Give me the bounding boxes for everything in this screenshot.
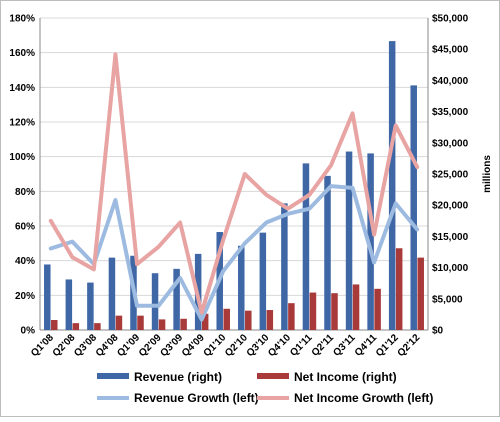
right-tick-label: $5,000 <box>432 294 463 305</box>
grid <box>40 17 428 331</box>
bar-net-income <box>352 284 360 330</box>
bar-net-income <box>245 310 252 330</box>
bar-revenue <box>388 41 396 330</box>
right-tick-label: $30,000 <box>432 138 469 149</box>
right-tick-label: $10,000 <box>432 263 469 274</box>
bar-revenue <box>65 279 73 330</box>
bar-revenue <box>259 232 267 330</box>
lines <box>48 52 420 322</box>
right-tick-label: $35,000 <box>432 107 469 118</box>
left-tick-label: 80% <box>15 187 35 198</box>
left-tick-label: 40% <box>15 256 35 267</box>
bar-revenue <box>302 163 310 330</box>
bar-net-income <box>417 257 424 330</box>
right-tick-label: $0 <box>432 326 444 337</box>
legend-label: Revenue Growth (left) <box>134 391 259 405</box>
legend-label: Net Income (right) <box>294 370 397 384</box>
legend-label: Revenue (right) <box>134 370 222 384</box>
right-tick-label: $20,000 <box>432 201 469 212</box>
bar-revenue <box>345 151 353 330</box>
bar-net-income <box>223 308 230 330</box>
left-tick-label: 140% <box>9 83 35 94</box>
bar-net-income <box>180 318 187 330</box>
bar-net-income <box>201 313 209 330</box>
bar-net-income <box>51 320 58 330</box>
left-tick-label: 160% <box>9 48 35 59</box>
bar-revenue <box>44 264 51 330</box>
line-net-income-growth <box>48 52 420 315</box>
bar-revenue <box>173 268 180 330</box>
bars <box>44 41 424 330</box>
bar-net-income <box>288 303 295 330</box>
bar-revenue <box>108 257 116 330</box>
legend: Revenue (right) Net Income (right) Revenue… <box>97 370 433 405</box>
bar-net-income <box>94 323 101 330</box>
bar-net-income <box>137 315 144 330</box>
right-tick-label: $40,000 <box>432 76 469 87</box>
bar-net-income <box>158 319 166 330</box>
bar-net-income <box>309 292 317 330</box>
left-tick-label: 60% <box>15 222 35 233</box>
bar-net-income <box>374 288 381 330</box>
right-tick-label: $50,000 <box>432 14 469 25</box>
right-tick-label: $15,000 <box>432 232 469 243</box>
right-tick-label: $25,000 <box>432 170 469 181</box>
bar-net-income <box>395 248 403 330</box>
bar-net-income <box>115 315 123 330</box>
bar-revenue <box>238 245 245 330</box>
bar-revenue <box>367 153 374 330</box>
left-tick-label: 180% <box>9 14 35 25</box>
bar-revenue <box>281 203 288 330</box>
legend-swatch <box>257 373 289 379</box>
right-axis-label: millions <box>482 155 493 193</box>
legend-label: Net Income Growth (left) <box>294 391 433 405</box>
bar-net-income <box>72 323 80 330</box>
left-tick-label: 0% <box>21 326 36 337</box>
right-tick-label: $45,000 <box>432 45 469 56</box>
left-tick-label: 120% <box>9 118 35 129</box>
bar-revenue <box>324 175 331 330</box>
legend-swatch <box>97 373 129 379</box>
line-revenue-growth <box>48 184 420 322</box>
bar-revenue <box>151 273 159 330</box>
left-tick-label: 20% <box>15 291 35 302</box>
bar-revenue <box>410 85 417 330</box>
bar-revenue <box>87 282 94 330</box>
bar-net-income <box>266 310 274 330</box>
left-tick-label: 100% <box>9 152 35 163</box>
bar-net-income <box>331 293 338 330</box>
